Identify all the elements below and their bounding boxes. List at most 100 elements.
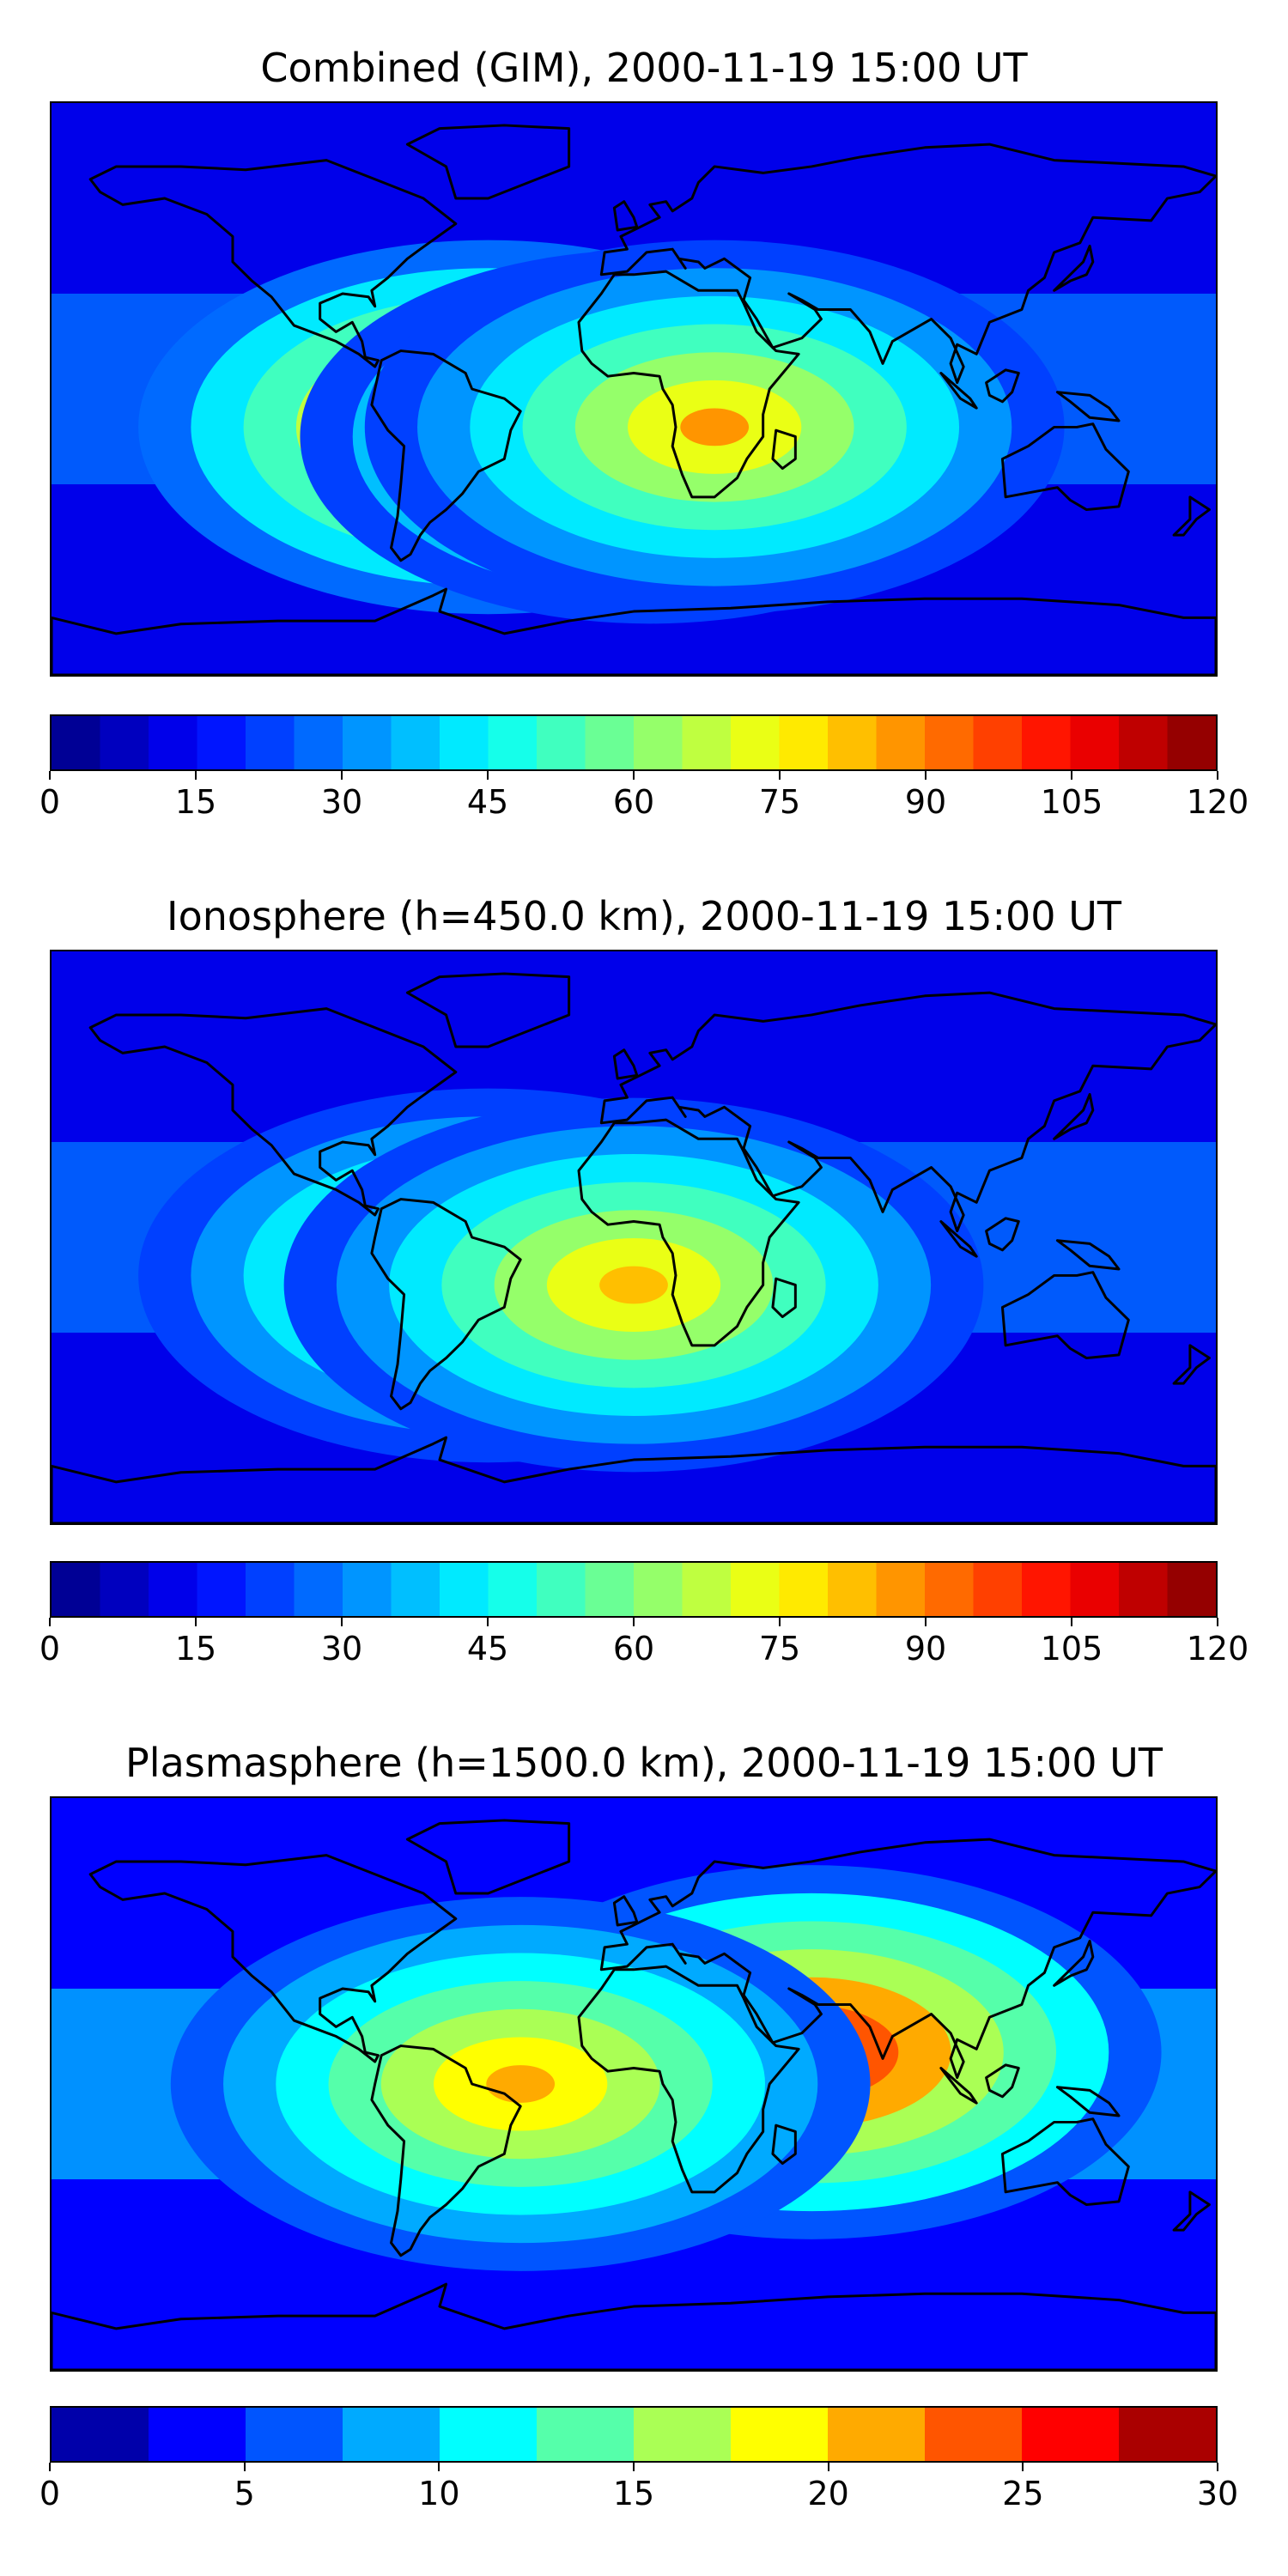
coastline [985, 368, 1020, 404]
colorbar-tick [925, 1618, 927, 1626]
colorbar-tick [633, 771, 635, 780]
coastline [612, 200, 639, 232]
map-svg [52, 103, 1216, 675]
colorbar-svg [52, 2408, 1216, 2461]
coastline [1000, 2117, 1130, 2207]
colorbar-segment [634, 2408, 732, 2461]
chart-panel-combined: Combined (GIM), 2000-11-19 15:00 UT 0 15 3… [0, 0, 1288, 859]
coastline [88, 1854, 458, 2063]
coastline [1172, 495, 1211, 537]
coastline [1055, 391, 1121, 422]
colorbar-tick-label: 15 [174, 783, 217, 821]
colorbar-ticks: 0 5 10 15 20 25 30 [39, 2463, 1238, 2514]
colorbar-tick [1071, 771, 1072, 780]
coastline [939, 372, 978, 410]
coastline [405, 124, 571, 200]
colorbar-tick-label: 20 [807, 2475, 849, 2512]
colorbar-tick-label: 30 [320, 783, 363, 821]
coastline [599, 143, 1216, 385]
map-plot [50, 101, 1218, 677]
colorbar-tick-label: 0 [39, 1630, 61, 1668]
colorbar-tick [487, 771, 489, 780]
coastline [599, 1838, 1216, 2080]
coastline [599, 991, 1216, 1233]
colorbar-tick [49, 771, 51, 780]
colorbar-segment [440, 716, 489, 769]
coastline [771, 428, 797, 471]
coastline [985, 1217, 1020, 1252]
colorbar-tick [49, 2463, 51, 2471]
colorbar-segment [925, 1563, 974, 1616]
colorbar-segment [876, 716, 926, 769]
map-plot [50, 1796, 1218, 2372]
coastline [939, 1220, 978, 1258]
colorbar-tick-label: 120 [1186, 1630, 1249, 1668]
colorbar-segment [440, 2408, 538, 2461]
colorbar-tick-label: 120 [1186, 783, 1249, 821]
colorbar-segment [682, 1563, 732, 1616]
coastline [985, 2063, 1020, 2099]
colorbar-segment [149, 2408, 246, 2461]
colorbar-segment [1022, 1563, 1071, 1616]
colorbar-segment [1167, 716, 1216, 769]
colorbar-tick [633, 1618, 635, 1626]
colorbar-segment [682, 716, 732, 769]
colorbar-tick-label: 105 [1040, 783, 1103, 821]
colorbar-segment [731, 1563, 780, 1616]
colorbar-tick [1217, 2463, 1218, 2471]
colorbar-segment [488, 1563, 538, 1616]
colorbar-segment [246, 1563, 295, 1616]
colorbar-tick [1071, 1618, 1072, 1626]
colorbar-tick-label: 45 [466, 783, 509, 821]
coastline [88, 1007, 458, 1217]
coastline [771, 1277, 797, 1319]
colorbar-tick [341, 771, 343, 780]
colorbar-segment [779, 1563, 829, 1616]
coastline [405, 972, 571, 1048]
colorbar-tick [195, 771, 197, 780]
colorbar-segment [1070, 716, 1120, 769]
colorbar-segment [925, 2408, 1023, 2461]
colorbar-segment [52, 716, 100, 769]
colorbar-segment [1119, 1563, 1168, 1616]
colorbar-segment [537, 2408, 635, 2461]
colorbar-segment [1070, 1563, 1120, 1616]
colorbar-tick-label: 90 [904, 783, 947, 821]
colorbar-tick [49, 1618, 51, 1626]
colorbar-tick [633, 2463, 635, 2471]
colorbar-segment [1119, 716, 1168, 769]
colorbar-segment [585, 1563, 635, 1616]
colorbar-tick-label: 15 [612, 2475, 655, 2512]
colorbar-segment [828, 2408, 926, 2461]
coastline [52, 587, 1216, 675]
chart-title: Combined (GIM), 2000-11-19 15:00 UT [260, 45, 1028, 91]
colorbar-tick-label: 75 [758, 1630, 801, 1668]
colorbar-segment [246, 716, 295, 769]
colorbar-tick [1217, 1618, 1218, 1626]
colorbar-tick-label: 15 [174, 1630, 217, 1668]
colorbar-tick-label: 90 [904, 1630, 947, 1668]
colorbar-tick-label: 75 [758, 783, 801, 821]
colorbar-tick [827, 2463, 829, 2471]
colorbar-tick [925, 771, 927, 780]
colorbar-segment [1022, 2408, 1120, 2461]
colorbar-svg [52, 1563, 1216, 1616]
field-contour [599, 1266, 668, 1304]
colorbar-segment [197, 716, 246, 769]
coastline [405, 1819, 571, 1895]
colorbar-segment [973, 1563, 1023, 1616]
colorbar-segment [294, 716, 343, 769]
coastline [1000, 422, 1130, 512]
colorbar-segment [440, 1563, 489, 1616]
colorbar-ticks: 0 15 30 45 60 75 90 105 120 [39, 1618, 1249, 1669]
colorbar-tick [438, 2463, 440, 2471]
coastline [1055, 2086, 1121, 2117]
coastline [577, 1965, 800, 2194]
colorbar-tick [341, 1618, 343, 1626]
colorbar-segment [1167, 1563, 1216, 1616]
coastline [1053, 1940, 1095, 1987]
colorbar [50, 2406, 1218, 2463]
colorbar-tick-label: 60 [612, 783, 655, 821]
colorbar-segment [779, 716, 829, 769]
colorbar-tick-label: 0 [39, 783, 61, 821]
